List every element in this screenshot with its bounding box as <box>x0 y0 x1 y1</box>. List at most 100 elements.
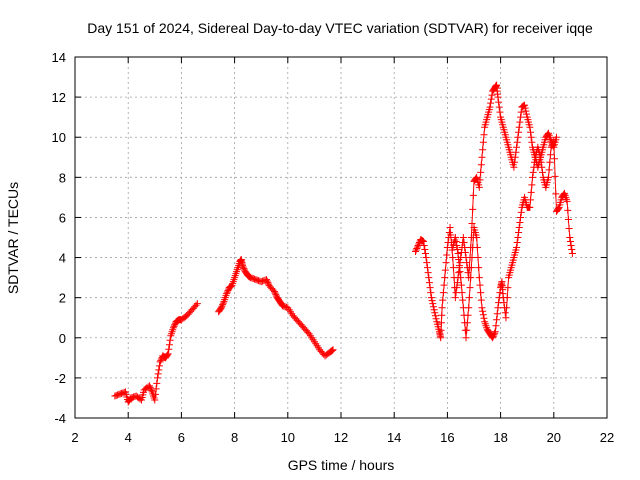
data-point <box>154 370 162 378</box>
x-tick-label: 8 <box>231 430 238 445</box>
data-point <box>504 284 512 292</box>
data-point <box>528 138 536 146</box>
data-point <box>548 140 556 148</box>
data-point <box>156 358 164 366</box>
data-point <box>438 304 446 312</box>
data-point <box>465 304 473 312</box>
data-point <box>424 269 432 277</box>
data-point <box>472 174 480 182</box>
data-point <box>442 259 450 267</box>
data-point <box>515 228 523 236</box>
data-point <box>443 251 451 259</box>
data-point <box>423 264 431 272</box>
data-point <box>459 296 467 304</box>
data-point <box>516 218 524 226</box>
data-point <box>219 301 227 309</box>
data-point <box>493 310 501 318</box>
data-point <box>219 299 227 307</box>
data-point <box>459 234 467 241</box>
data-point <box>549 139 557 147</box>
data-point <box>513 138 521 146</box>
data-point <box>538 163 546 171</box>
data-point <box>437 326 445 334</box>
data-point <box>328 346 336 354</box>
data-point <box>469 205 477 213</box>
data-point <box>193 300 201 308</box>
data-point <box>461 249 469 257</box>
data-point <box>511 158 519 166</box>
data-point <box>438 311 446 319</box>
data-point <box>456 268 464 276</box>
data-point <box>455 256 463 264</box>
data-point <box>491 329 499 337</box>
x-tick-label: 20 <box>547 430 561 445</box>
data-point <box>495 103 503 111</box>
data-point <box>151 396 159 404</box>
data-point <box>449 264 457 272</box>
y-tick-label: 14 <box>52 50 66 65</box>
data-point <box>554 204 562 212</box>
data-point <box>272 291 280 299</box>
data-point <box>166 336 174 344</box>
series-morning <box>111 300 201 406</box>
y-tick-label: -4 <box>54 411 66 426</box>
data-point <box>546 158 554 166</box>
data-point <box>461 244 469 252</box>
data-point <box>478 304 486 312</box>
data-point <box>223 290 231 298</box>
data-point <box>457 281 465 289</box>
y-tick-label: 6 <box>59 210 66 225</box>
data-point <box>239 262 247 270</box>
data-point <box>153 374 161 382</box>
x-axis-label: GPS time / hours <box>288 457 395 473</box>
data-point <box>440 281 448 289</box>
data-point <box>463 326 471 334</box>
data-point <box>565 224 573 232</box>
data-point <box>429 300 437 308</box>
data-point <box>426 284 434 292</box>
data-point <box>501 309 509 317</box>
x-tick-label: 4 <box>125 430 132 445</box>
data-point <box>432 315 440 323</box>
data-point <box>467 274 475 282</box>
data-point <box>547 143 555 151</box>
data-point <box>523 110 531 118</box>
data-point <box>486 103 494 111</box>
data-point <box>530 163 538 171</box>
data-point <box>146 383 154 391</box>
data-point <box>465 294 473 302</box>
data-point <box>475 274 483 282</box>
data-point <box>479 307 487 315</box>
data-point <box>458 289 466 297</box>
data-point <box>477 161 485 169</box>
data-point <box>551 172 559 180</box>
data-point <box>157 356 165 364</box>
data-point <box>537 158 545 166</box>
data-point <box>437 319 445 327</box>
data-point <box>566 234 574 241</box>
data-point <box>441 266 449 274</box>
data-point <box>514 133 522 141</box>
data-point <box>328 347 336 355</box>
data-point <box>437 334 445 342</box>
data-point <box>419 237 427 245</box>
data-point <box>494 304 502 312</box>
y-tick-label: 8 <box>59 170 66 185</box>
data-point <box>517 208 525 216</box>
data-point <box>529 168 537 176</box>
data-point <box>522 107 530 115</box>
data-point <box>446 223 454 231</box>
data-point <box>418 237 426 245</box>
data-point <box>429 303 437 311</box>
y-tick-label: 0 <box>59 331 66 346</box>
data-point <box>490 331 498 339</box>
data-point <box>515 123 523 131</box>
data-point <box>218 302 226 310</box>
data-point <box>304 328 312 336</box>
data-point <box>513 239 521 247</box>
data-point <box>473 234 481 241</box>
data-point <box>567 242 575 250</box>
data-point <box>451 294 459 302</box>
data-point <box>169 324 177 332</box>
data-point <box>480 314 488 322</box>
